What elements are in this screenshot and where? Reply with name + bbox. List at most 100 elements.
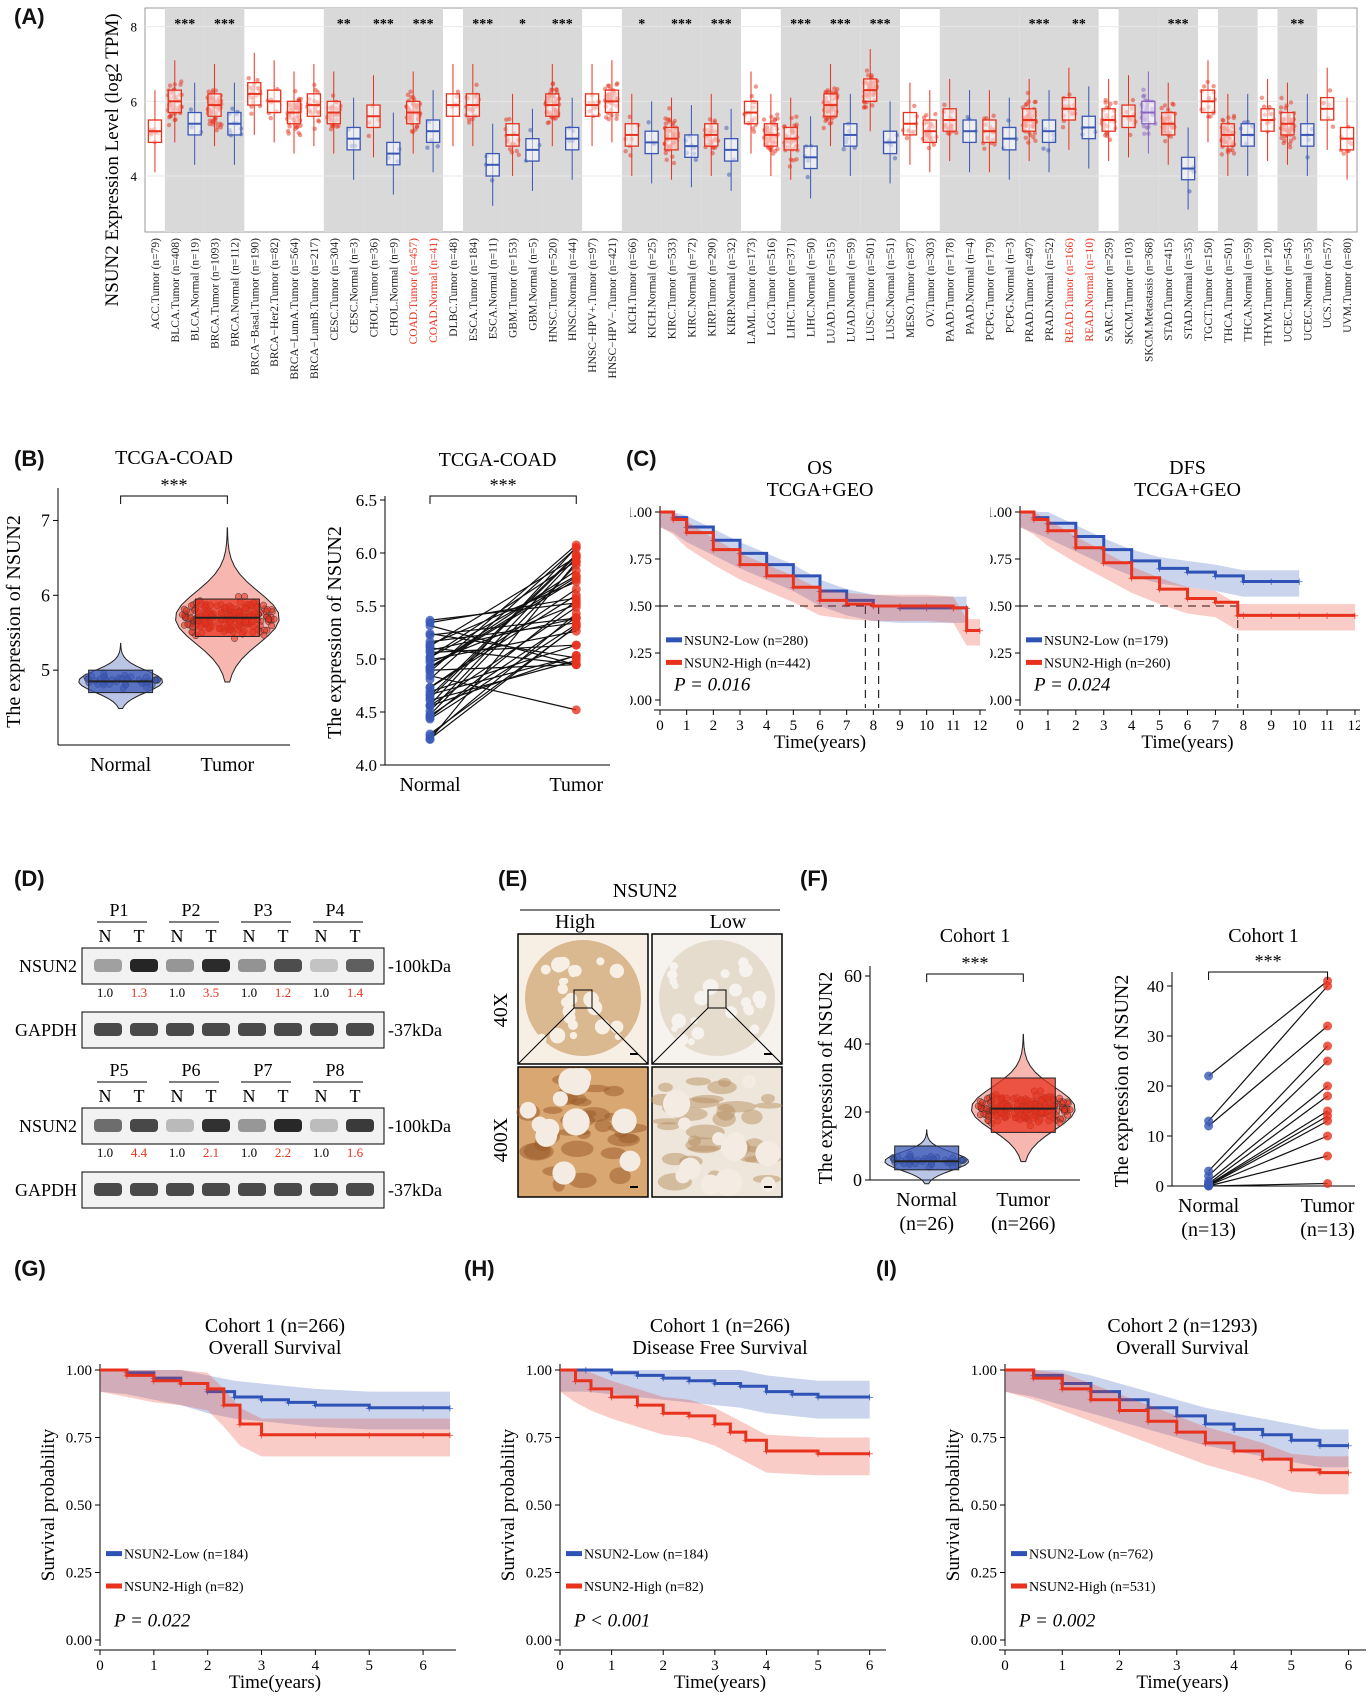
x-axis-label: Time(years) [1136,1672,1228,1693]
band-ratio: 1.0 [97,1145,113,1160]
tumor-point [1323,1042,1332,1051]
chart-title: Overall Survival [209,1337,342,1359]
data-point [317,119,321,123]
category-label: LUAD.Tumor (n=515) [825,238,837,344]
data-point [467,117,471,121]
data-point [546,121,550,125]
box [895,1146,959,1170]
tissue-structure [618,1134,638,1143]
data-point [664,158,668,162]
tissue-gap [691,1017,698,1024]
significance-label: *** [1029,17,1050,32]
band-ratio: 1.0 [97,985,113,1000]
y-axis-label: The expression of NSUN2 [324,526,346,739]
data-point [822,126,826,130]
chart-title: OS [807,460,833,479]
x-tick-label: 3 [1100,718,1108,734]
lane-label: N [243,1086,256,1106]
data-point [623,149,627,153]
censor-mark: + [365,1429,373,1444]
x-tick-label: 6 [419,1658,427,1674]
censor-mark: + [258,1429,266,1444]
data-point [864,105,868,109]
x-axis-label: Time(years) [674,1672,766,1693]
censor-mark: + [204,1383,212,1398]
data-point [942,103,946,107]
category-label: BRCA−LumA.Tumor (n=564) [289,238,301,380]
category-label: SARC.Tumor (n=259) [1104,238,1116,342]
chart-title: DFS [1169,460,1206,479]
censor-mark: + [1100,557,1108,572]
category-label: COAD.Tumor (n=457) [408,238,420,345]
legend-label: NSUN2-Low (n=184) [124,1548,248,1563]
data-point [331,93,335,97]
censor-mark: + [1116,1405,1124,1420]
x-tick-label: Tumor [549,774,603,796]
category-label: LAML.Tumor (n=173) [746,238,758,345]
censor-mark: + [1287,1464,1295,1479]
lumen [701,1175,721,1195]
blot-band [274,1119,302,1132]
lane-label: T [350,926,361,946]
category-label: HNSC−HPV−.Tumor (n=421) [607,238,619,379]
p-value: P = 0.002 [1018,1611,1096,1632]
significance-label: ** [1072,17,1086,32]
tissue-gap [720,969,729,978]
chart-title: TCGA+GEO [1134,479,1241,501]
data-point [789,116,793,120]
x-tick-label: 1 [683,718,691,734]
data-point [247,76,251,80]
significance-label: *** [830,17,851,32]
data-point [1328,88,1332,92]
data-point [791,158,795,162]
data-point [1281,141,1285,145]
censor-mark: + [1287,1434,1295,1449]
data-point [984,1105,990,1111]
data-point [893,156,897,160]
tissue-gap [725,1006,737,1018]
y-tick-label: 0.75 [971,1431,997,1447]
blot-band [238,1183,266,1196]
legend-label: NSUN2-Low (n=184) [584,1548,708,1563]
category-label: BLCA.Tumor (n=408) [170,238,182,343]
y-tick-label: 4 [131,169,138,184]
ihc-column-label: High [555,911,595,933]
category-label: READ.Tumor (n=166) [1064,238,1076,343]
censor-mark: + [1316,1440,1324,1455]
normal-point [426,675,435,684]
censor-mark: + [633,1369,641,1384]
legend-label: NSUN2-High (n=82) [124,1580,244,1595]
y-tick-label: 40 [1147,977,1164,996]
data-point [1006,118,1010,122]
censor-mark: + [659,1407,667,1422]
molecular-weight-label: -37kDa [388,1020,442,1040]
y-tick-label: 0.00 [971,1633,997,1649]
data-point [870,103,874,107]
y-tick-label: 0.75 [66,1431,92,1447]
x-tick-label: 12 [1348,718,1361,734]
tumor-point [1323,1117,1332,1126]
censor-mark: + [869,600,877,615]
significance-label: *** [373,17,394,32]
lane-label: T [278,1086,289,1106]
censor-mark: + [1295,609,1303,624]
censor-mark: + [236,1418,244,1433]
p-value: P = 0.022 [113,1611,191,1632]
band-ratio: 1.0 [313,985,329,1000]
x-tick-label: 8 [870,718,878,734]
censor-mark: + [1345,1440,1353,1455]
tissue-structure [543,1107,563,1114]
blot-band [202,1023,230,1036]
category-label: UCEC.Tumor (n=545) [1282,238,1294,343]
significance-label: *** [962,953,989,973]
shaded-group [622,8,662,232]
censor-mark: + [1323,609,1331,624]
censor-mark: + [1044,525,1052,540]
chart-title: Overall Survival [1116,1337,1249,1359]
blot-band [130,959,158,972]
chart-b2: TCGA-COAD4.04.55.05.56.06.5The expressio… [310,440,630,810]
censor-mark: + [816,594,824,609]
category-label: BRCA−Basal.Tumor (n=190) [249,238,261,375]
tumor-point [572,660,581,669]
tissue-structure [604,1086,624,1096]
